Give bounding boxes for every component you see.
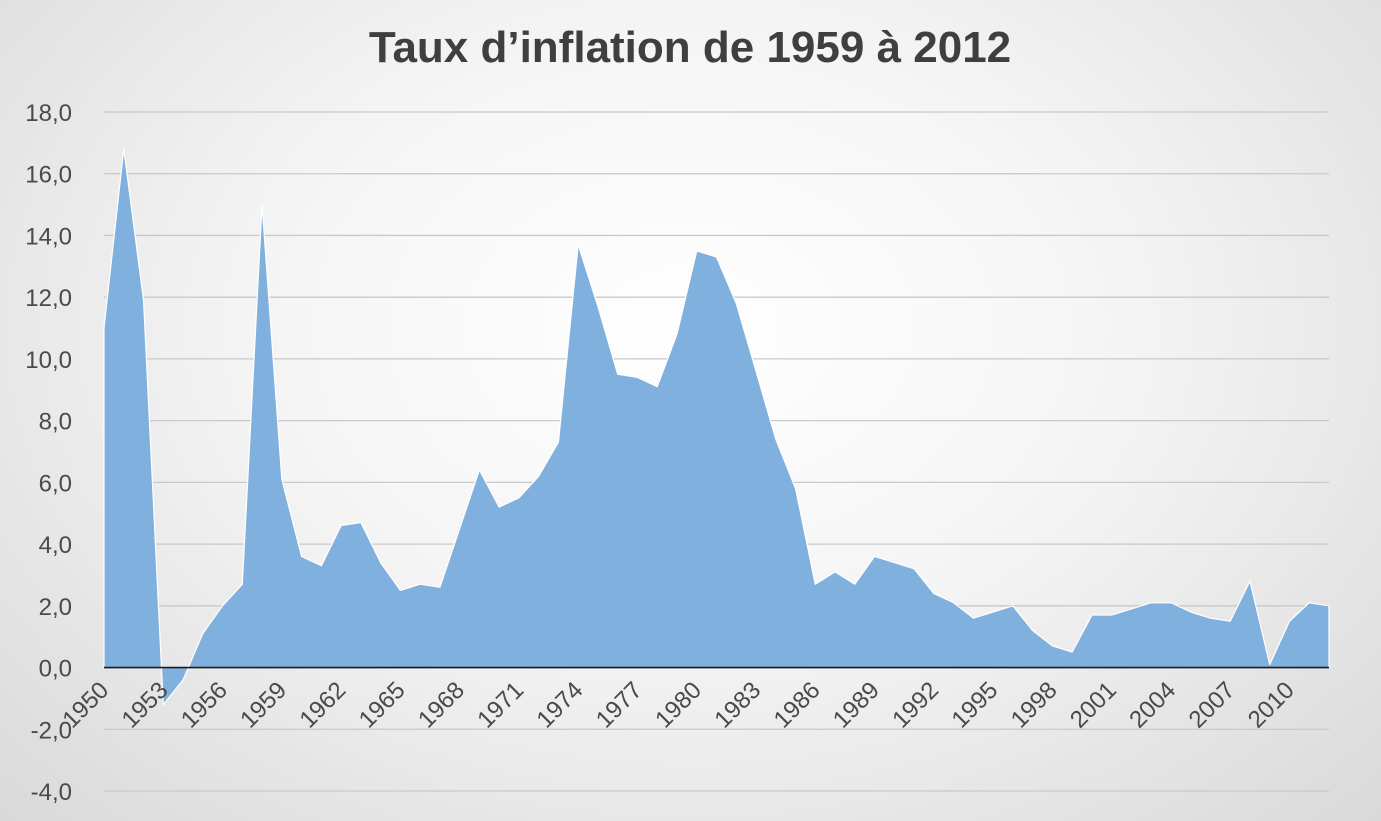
x-tick-label: 1959 <box>235 677 292 734</box>
area-series <box>103 148 1330 706</box>
x-tick-label: 2001 <box>1065 677 1122 734</box>
y-tick-label: 2,0 <box>39 594 72 621</box>
x-tick-label: 1998 <box>1006 677 1063 734</box>
x-tick-label: 1980 <box>650 677 707 734</box>
x-tick-label: 2004 <box>1124 677 1181 734</box>
x-tick-label: 2007 <box>1184 677 1241 734</box>
y-tick-label: -4,0 <box>31 779 72 806</box>
x-tick-label: 1992 <box>887 677 944 734</box>
x-tick-label: 1983 <box>709 677 766 734</box>
y-tick-label: 16,0 <box>25 162 72 189</box>
x-tick-label: 1968 <box>413 677 470 734</box>
y-tick-label: 0,0 <box>39 656 72 683</box>
y-tick-label: 10,0 <box>25 347 72 374</box>
x-tick-label: 2010 <box>1243 677 1300 734</box>
y-tick-label: 14,0 <box>25 223 72 250</box>
x-tick-label: 1986 <box>769 677 826 734</box>
y-tick-label: 6,0 <box>39 470 72 497</box>
y-tick-label: 4,0 <box>39 532 72 559</box>
x-tick-label: 1971 <box>472 677 529 734</box>
inflation-area <box>103 148 1330 706</box>
x-axis-ticks: 1950 1953 1956 1959 1962 1965 1968 1971 1974 1977… <box>57 677 1299 734</box>
y-tick-label: 12,0 <box>25 285 72 312</box>
y-tick-label: -2,0 <box>31 717 72 744</box>
x-tick-label: 1989 <box>828 677 885 734</box>
x-tick-label: 1962 <box>294 677 351 734</box>
x-tick-label: 1956 <box>176 677 233 734</box>
x-tick-label: 1974 <box>532 677 589 734</box>
y-tick-label: 18,0 <box>25 100 72 127</box>
y-tick-label: 8,0 <box>39 409 72 436</box>
x-tick-label: 1965 <box>354 677 411 734</box>
x-tick-label: 1995 <box>947 677 1004 734</box>
x-tick-label: 1977 <box>591 677 648 734</box>
y-axis-ticks: -4,0 -2,0 0,0 2,0 4,0 6,0 8,0 10,0 12,0 14,0 16,0 1… <box>25 100 72 806</box>
chart-title: Taux d’inflation de 1959 à 2012 <box>369 23 1011 72</box>
